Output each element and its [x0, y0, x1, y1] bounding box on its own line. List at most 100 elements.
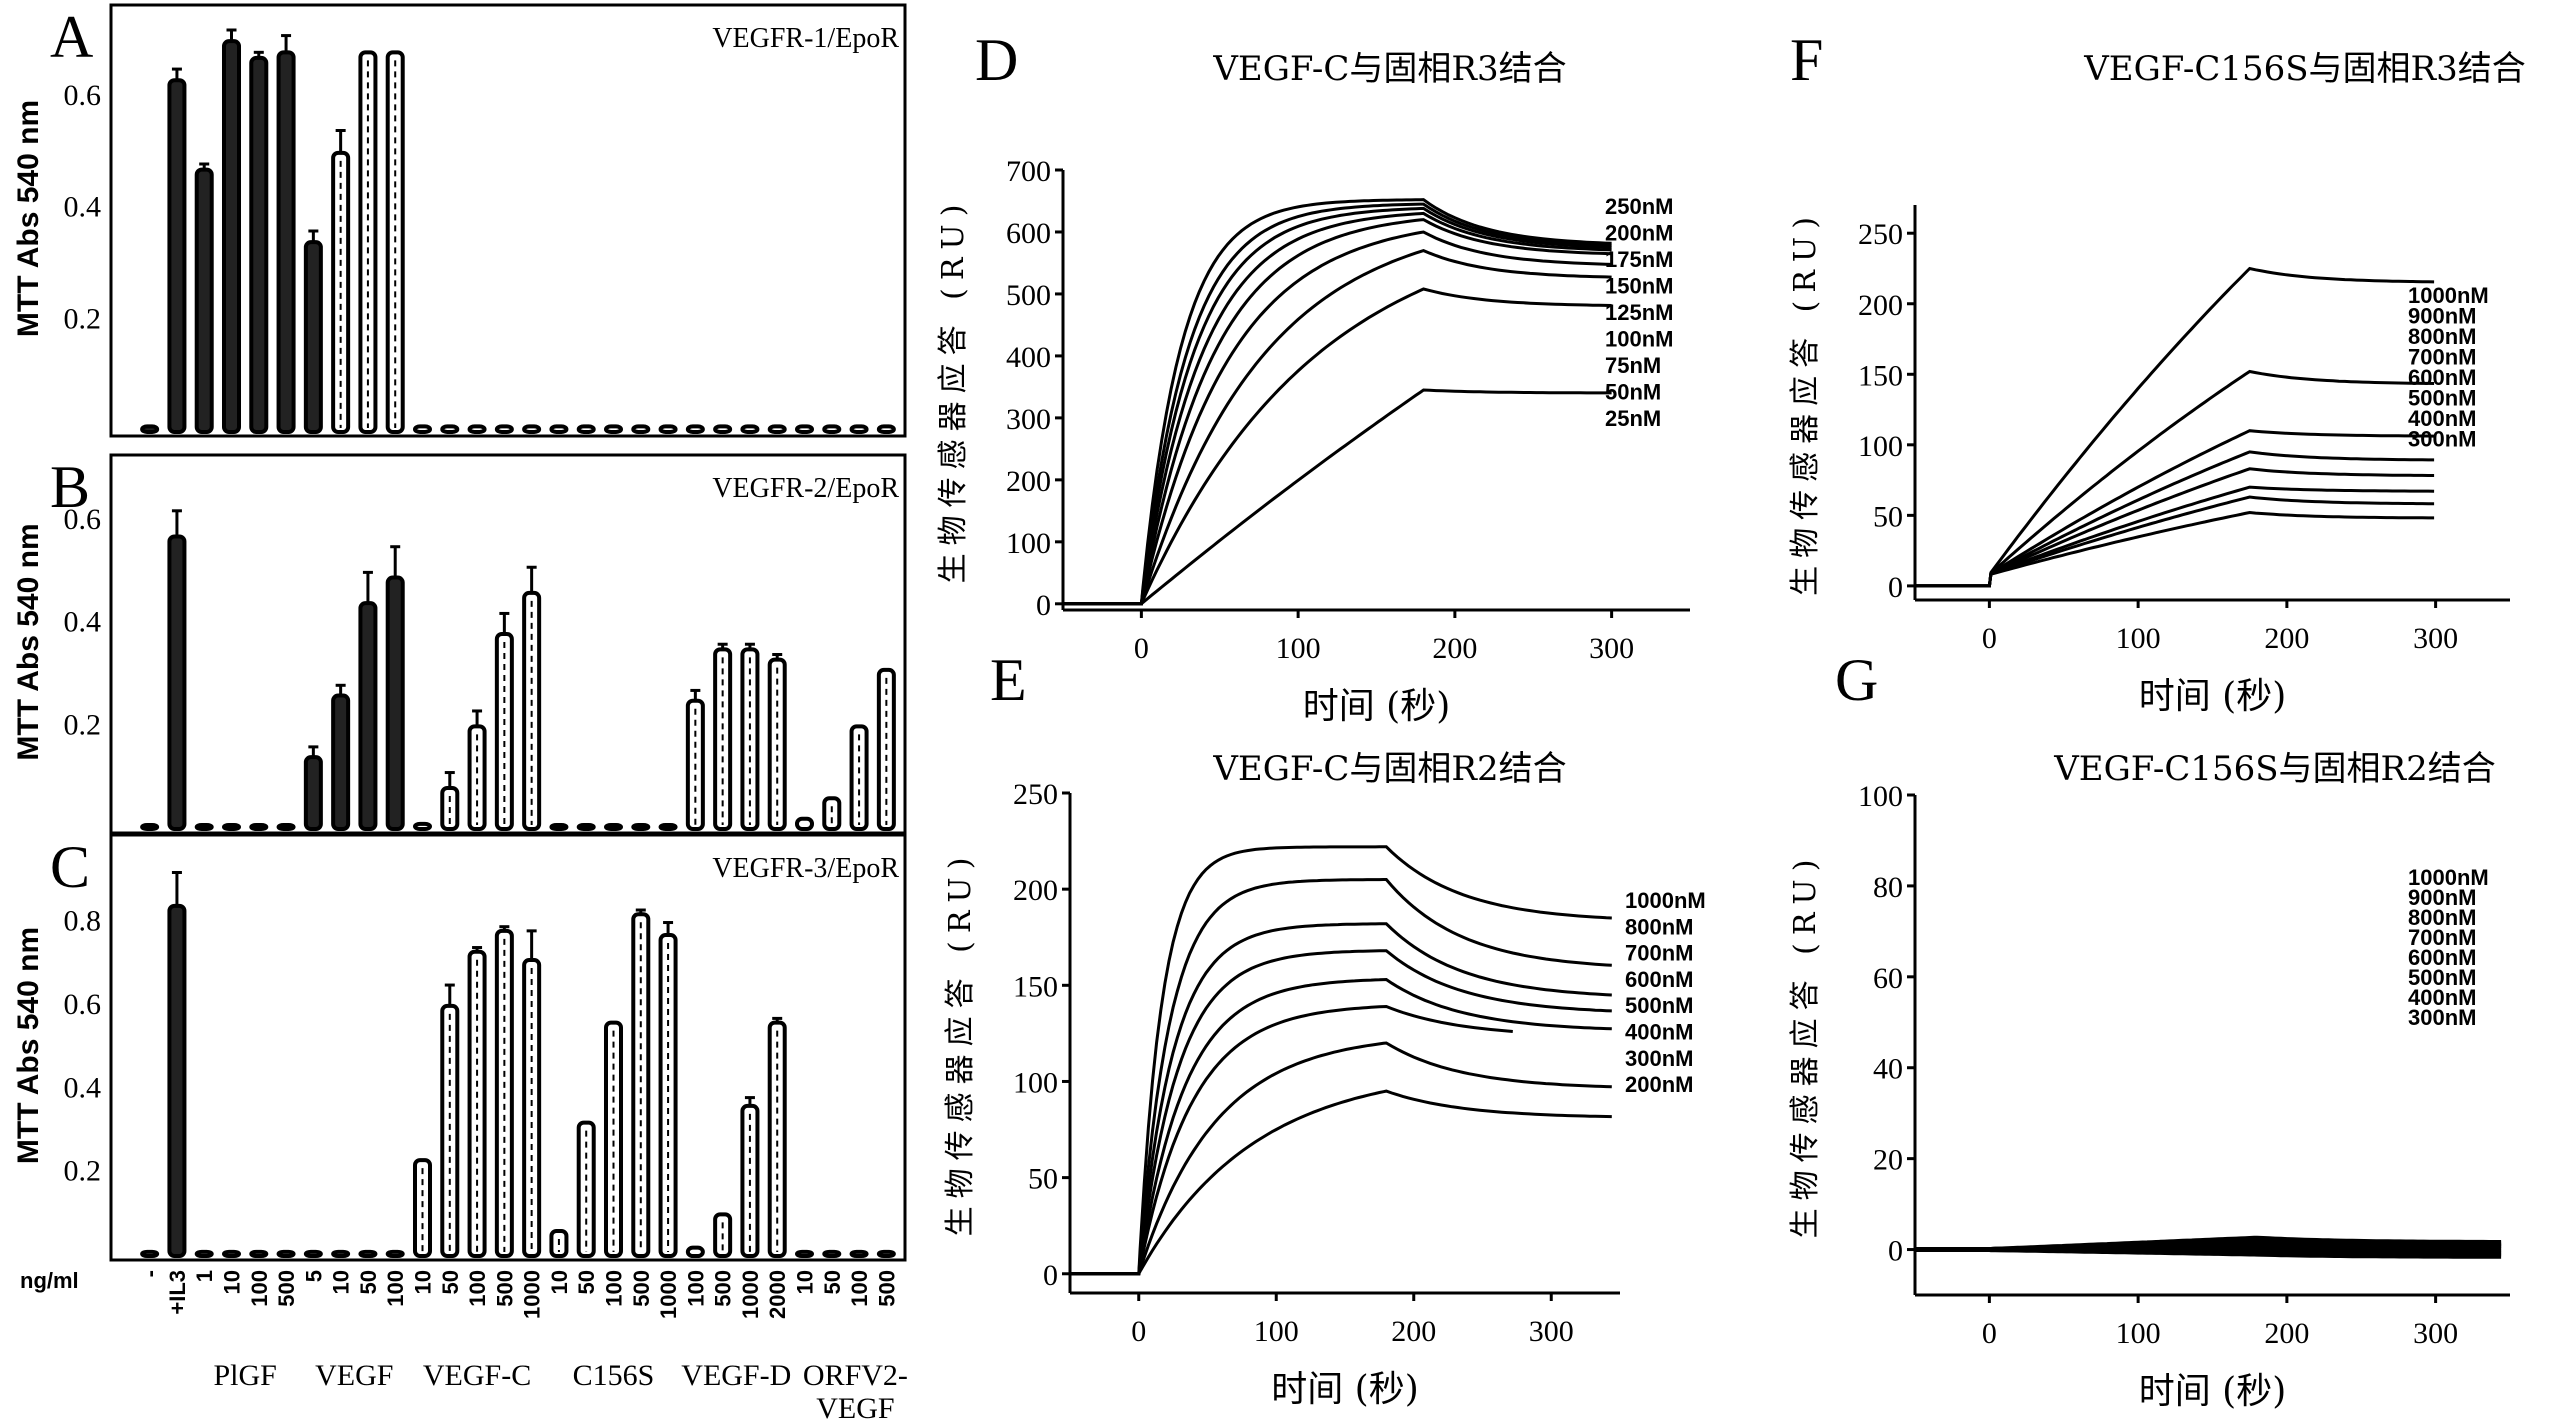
- legend-item: 700nM: [1625, 941, 1693, 966]
- bar: [876, 1249, 896, 1258]
- series-line: [1915, 450, 2435, 588]
- legend-item: 1000nM: [1625, 888, 1706, 913]
- x-group-label: C156S: [573, 1359, 655, 1392]
- bar: [194, 167, 214, 434]
- legend-item: 100nM: [1605, 327, 1673, 352]
- y-tick-label: 600: [1006, 217, 1051, 250]
- bar: [221, 1249, 242, 1258]
- x-category-label: 100: [383, 1270, 408, 1307]
- bar-panel-A: A VEGFR-1/EpoR MTT Abs 540 nm 0.2 0.4 0.6: [12, 3, 907, 438]
- series-line: [1070, 845, 1612, 1276]
- legend-item: 700nM: [2408, 345, 2476, 370]
- y-tick-label: 0.2: [64, 302, 102, 335]
- bar: [249, 823, 269, 831]
- y-tick-label: 200: [1858, 289, 1903, 322]
- x-category-label: 10: [220, 1270, 245, 1294]
- x-category-label: 100: [602, 1270, 627, 1307]
- bar: [167, 78, 187, 434]
- bar: [603, 424, 624, 434]
- y-tick-label: 300: [1006, 403, 1051, 436]
- bar: [713, 424, 733, 434]
- y-axis-label: MTT Abs 540 nm: [12, 927, 45, 1164]
- x-category-label: 100: [465, 1270, 490, 1307]
- panel-letter: B: [50, 454, 90, 520]
- y-tick-label: 50: [1028, 1163, 1058, 1196]
- bar-panel-B: B VEGFR-2/EpoR MTT Abs 540 nm 0.2 0.4 0.6: [12, 453, 907, 835]
- x-group-label: VEGF: [816, 1392, 894, 1420]
- legend-item: 700nM: [2408, 925, 2476, 950]
- y-tick-label: 400: [1006, 341, 1051, 374]
- legend-item: 75nM: [1605, 353, 1661, 378]
- x-tick-label: 0: [1982, 622, 1997, 655]
- y-tick-label: 100: [1858, 780, 1903, 813]
- legend-item: 200nM: [1605, 221, 1673, 246]
- y-tick-label: 100: [1006, 527, 1051, 560]
- bar: [794, 424, 815, 434]
- x-tick-label: 300: [2413, 1317, 2458, 1350]
- bar: [631, 912, 651, 1258]
- bar: [522, 424, 542, 434]
- bar: [412, 1158, 433, 1259]
- bar: [603, 1020, 624, 1258]
- bar: [194, 823, 214, 831]
- bar: [249, 1249, 269, 1258]
- x-category-label: 500: [629, 1270, 654, 1307]
- legend-item: 175nM: [1605, 247, 1673, 272]
- bar: [440, 1003, 460, 1258]
- y-tick-label: 0: [1043, 1259, 1058, 1292]
- panel-title: VEGFR-3/EpoR: [712, 853, 899, 884]
- bar: [740, 424, 760, 434]
- bar: [794, 816, 815, 831]
- y-tick-label: 100: [1013, 1066, 1058, 1099]
- x-category-label: 500: [711, 1270, 736, 1307]
- x-tick-label: 0: [1982, 1317, 1997, 1350]
- bar: [576, 823, 596, 831]
- x-category-label: 5: [301, 1270, 326, 1282]
- x-tick-label: 100: [1254, 1315, 1299, 1348]
- series-line: [1063, 249, 1612, 606]
- bar: [822, 424, 842, 434]
- series-line: [1070, 977, 1612, 1276]
- bar: [603, 823, 624, 831]
- legend-item: 600nM: [2408, 365, 2476, 390]
- bar: [303, 755, 323, 831]
- x-category-label: 1000: [656, 1270, 681, 1319]
- panel-title: VEGFR-2/EpoR: [712, 473, 899, 504]
- y-tick-label: 0.6: [64, 988, 102, 1021]
- series-line: [1070, 1041, 1612, 1276]
- bar: [385, 1249, 405, 1258]
- bar: [658, 823, 678, 831]
- x-category-label: 500: [274, 1270, 299, 1307]
- x-tick-label: 200: [2264, 622, 2309, 655]
- x-tick-label: 200: [1432, 632, 1477, 665]
- x-category-label: 100: [847, 1270, 872, 1307]
- x-axis-label: 时间 (秒): [2139, 1371, 2287, 1412]
- y-axis-label: MTT Abs 540 nm: [12, 100, 45, 337]
- legend-item: 800nM: [1625, 914, 1693, 939]
- bar: [440, 424, 460, 434]
- panel-letter: F: [1790, 27, 1823, 93]
- x-category-label: -: [138, 1270, 163, 1277]
- sensorgram-panel-D: D VEGF-C与固相R3结合 0 100 200 300 400 500 600 700 0 100…: [936, 27, 1690, 727]
- bar: [276, 50, 296, 434]
- legend-item: 500nM: [2408, 386, 2476, 411]
- bar: [167, 903, 187, 1259]
- legend-item: 25nM: [1605, 406, 1661, 431]
- y-tick-label: 0.4: [64, 1071, 102, 1104]
- bar: [822, 1249, 842, 1258]
- legend-item: 50nM: [1605, 380, 1661, 405]
- series-line: [1070, 878, 1612, 1276]
- x-category-label: 10: [547, 1270, 572, 1294]
- x-category-label: 50: [820, 1270, 845, 1294]
- y-tick-label: 0.2: [64, 1155, 102, 1188]
- y-axis-label: 生物传感器应答 (RU): [936, 197, 971, 584]
- x-tick-label: 300: [1589, 632, 1634, 665]
- series-line: [1915, 1247, 2502, 1259]
- x-tick-label: 300: [2413, 622, 2458, 655]
- x-tick-label: 100: [2116, 622, 2161, 655]
- legend-item: 800nM: [2408, 324, 2476, 349]
- panel-title: VEGF-C156S与固相R3结合: [2083, 49, 2526, 89]
- y-tick-label: 250: [1858, 218, 1903, 251]
- series-line: [1070, 922, 1612, 1276]
- y-tick-label: 0.6: [64, 503, 102, 536]
